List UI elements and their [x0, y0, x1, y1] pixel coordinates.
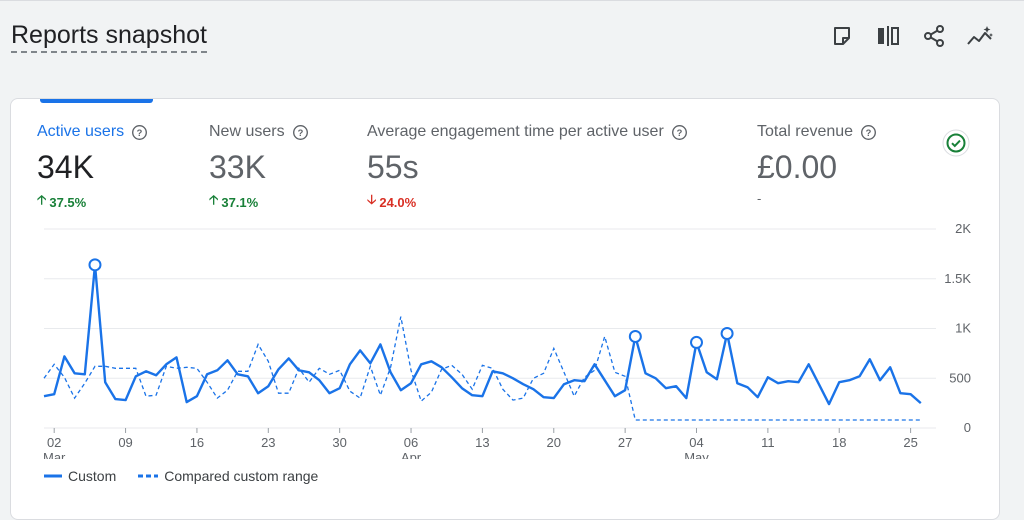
dashed-line-swatch — [138, 474, 159, 478]
share-button[interactable] — [918, 20, 950, 52]
x-month-label: May — [684, 450, 709, 459]
gridlines — [44, 228, 936, 429]
x-month-label: Mar — [43, 450, 66, 459]
share-icon — [924, 25, 944, 47]
metric-value: 33K — [209, 149, 266, 185]
anomaly-marker[interactable] — [88, 258, 102, 272]
x-tick-label: 30 — [332, 435, 346, 450]
metric-change: 37.1% — [221, 194, 259, 210]
x-tick-label: 04 — [689, 435, 703, 450]
metric-total-revenue[interactable]: Total revenue ? £0.00 - — [757, 123, 877, 206]
compare-button[interactable] — [872, 20, 904, 52]
metric-label: Active users — [37, 123, 125, 140]
insights-button[interactable] — [964, 20, 996, 52]
metric-change: - — [757, 191, 762, 206]
svg-text:?: ? — [866, 127, 872, 137]
svg-text:?: ? — [137, 127, 143, 137]
x-tick-label: 23 — [261, 435, 275, 450]
anomaly-marker[interactable] — [628, 329, 642, 343]
reports-card: Active users ? 34K 🡡 37.5% New users ? 3… — [10, 98, 1000, 520]
x-tick-label: 06 — [404, 435, 418, 450]
metric-change: 24.0% — [379, 194, 417, 210]
x-tick-label: 25 — [903, 435, 917, 450]
y-tick-label: 1.5K — [944, 271, 971, 286]
anomaly-markers — [88, 258, 734, 349]
annotation-icon — [834, 27, 850, 45]
insights-icon — [967, 26, 993, 45]
active-tab-indicator — [40, 99, 153, 103]
top-divider — [0, 0, 1024, 1]
y-tick-label: 500 — [949, 370, 971, 385]
metric-new-users[interactable]: New users ? 33K 🡡 37.1% — [209, 123, 309, 213]
legend-item-custom[interactable]: Custom — [44, 468, 116, 484]
metric-value: £0.00 — [757, 149, 838, 185]
x-tick-label: 20 — [547, 435, 561, 450]
metric-label: Average engagement time per active user — [367, 123, 664, 140]
toolbar — [826, 20, 996, 52]
compared-series-line — [43, 316, 921, 421]
help-icon[interactable]: ? — [671, 124, 688, 141]
anomaly-marker[interactable] — [720, 326, 734, 340]
compare-icon — [878, 26, 899, 46]
help-icon[interactable]: ? — [860, 124, 877, 141]
arrow-up-icon: 🡡 — [37, 192, 47, 207]
metric-value: 34K — [37, 149, 94, 185]
metric-label: Total revenue — [757, 123, 854, 140]
x-tick-label: 11 — [761, 435, 775, 450]
arrow-up-icon: 🡡 — [209, 192, 219, 207]
y-tick-label: 1K — [955, 321, 971, 336]
svg-text:?: ? — [676, 127, 682, 137]
annotation-button[interactable] — [826, 20, 858, 52]
legend-item-compared[interactable]: Compared custom range — [138, 468, 318, 484]
legend-label: Custom — [68, 468, 117, 484]
y-tick-label: 0 — [964, 420, 971, 435]
legend-label: Compared custom range — [164, 468, 319, 484]
x-tick-label: 16 — [190, 435, 204, 450]
metric-change: 37.5% — [49, 194, 87, 210]
metric-engagement-time[interactable]: Average engagement time per active user … — [367, 123, 688, 213]
help-icon[interactable]: ? — [292, 124, 309, 141]
solid-line-swatch — [44, 474, 62, 478]
custom-series-line — [43, 263, 922, 406]
y-axis-labels: 0 500 1K 1.5K 2K — [944, 221, 971, 435]
x-tick-label: 18 — [832, 435, 846, 450]
x-tick-label: 02 — [47, 435, 61, 450]
check-circle-icon[interactable] — [942, 129, 970, 157]
anomaly-marker[interactable] — [690, 335, 704, 349]
page-title: Reports snapshot — [11, 20, 207, 53]
metric-active-users[interactable]: Active users ? 34K 🡡 37.5% — [37, 123, 148, 213]
metric-label: New users — [209, 123, 285, 140]
chart-legend: Custom Compared custom range — [44, 468, 318, 484]
x-tick-label: 13 — [475, 435, 489, 450]
x-tick-label: 27 — [618, 435, 632, 450]
metric-value: 55s — [367, 149, 419, 185]
y-tick-label: 2K — [955, 221, 971, 236]
help-icon[interactable]: ? — [131, 124, 148, 141]
x-tick-label: 09 — [118, 435, 132, 450]
x-month-label: Apr — [401, 450, 422, 459]
svg-text:?: ? — [297, 127, 303, 137]
arrow-down-icon: 🡣 — [367, 192, 377, 207]
